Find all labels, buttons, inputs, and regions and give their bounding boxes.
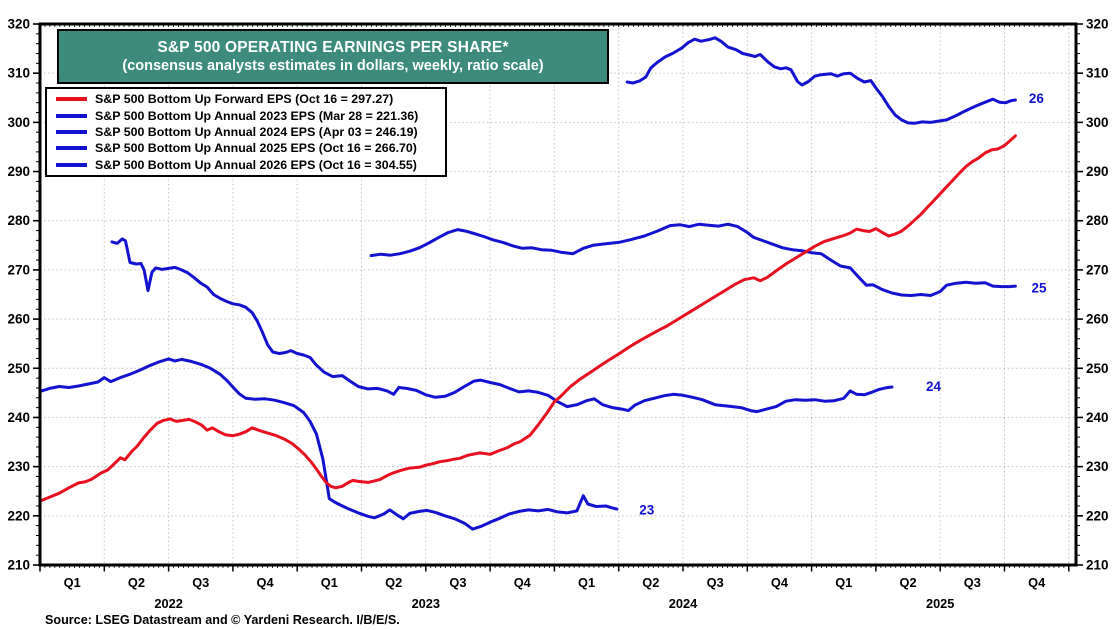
y-axis-label-right: 240 [1086, 410, 1109, 425]
x-axis-quarter-label: Q4 [1028, 575, 1046, 590]
x-axis-quarter-label: Q1 [64, 575, 81, 590]
y-axis-label-right: 230 [1086, 459, 1109, 474]
series-line-25 [369, 222, 1017, 297]
series-line-24 [110, 237, 894, 414]
legend-item-label: S&P 500 Bottom Up Annual 2024 EPS (Apr 0… [95, 125, 418, 139]
series-line-forward [38, 134, 1017, 503]
series-line-23 [38, 357, 619, 531]
legend-item: S&P 500 Bottom Up Annual 2026 EPS (Oct 1… [56, 157, 445, 173]
plot-frame [38, 22, 1078, 567]
y-axis-label-right: 260 [1086, 312, 1109, 327]
x-axis-quarter-label: Q4 [771, 575, 789, 590]
series-line-26 [625, 36, 1017, 125]
x-axis-quarter-label: Q1 [578, 575, 595, 590]
legend-item: S&P 500 Bottom Up Annual 2024 EPS (Apr 0… [56, 124, 445, 140]
x-axis-quarter-label: Q2 [900, 575, 917, 590]
x-axis-quarter-label: Q1 [835, 575, 852, 590]
y-axis-label-right: 320 [1086, 17, 1109, 32]
x-axis-quarter-label: Q1 [321, 575, 338, 590]
legend-item-label: S&P 500 Bottom Up Annual 2026 EPS (Oct 1… [95, 157, 417, 172]
y-axis-label-left: 270 [7, 262, 30, 277]
y-axis-label-left: 250 [7, 361, 30, 376]
x-axis-quarter-label: Q2 [128, 575, 145, 590]
legend-line-swatch [56, 113, 87, 118]
x-axis-quarter-label: Q3 [192, 575, 209, 590]
legend-line-swatch [56, 97, 87, 102]
y-axis-label-right: 300 [1086, 115, 1109, 130]
legend: S&P 500 Bottom Up Forward EPS (Oct 16 = … [45, 87, 447, 177]
legend-line-swatch [56, 130, 87, 134]
y-axis-label-right: 210 [1086, 558, 1109, 573]
x-axis-year-label: 2025 [926, 596, 954, 611]
y-axis-label-right: 270 [1086, 262, 1109, 277]
x-axis-quarter-label: Q3 [707, 575, 724, 590]
chart-title: S&P 500 OPERATING EARNINGS PER SHARE* [157, 39, 509, 56]
x-axis-year-label: 2023 [412, 596, 440, 611]
line-end-label-25: 25 [1032, 281, 1048, 296]
x-axis-year-label: 2024 [669, 596, 698, 611]
legend-item: S&P 500 Bottom Up Annual 2025 EPS (Oct 1… [56, 140, 445, 156]
x-axis-quarter-label: Q2 [385, 575, 402, 590]
y-axis-label-left: 290 [7, 164, 30, 179]
x-axis-quarter-label: Q4 [514, 575, 532, 590]
line-end-label-26: 26 [1029, 91, 1045, 106]
legend-item-label: S&P 500 Bottom Up Annual 2023 EPS (Mar 2… [95, 108, 419, 123]
y-axis-label-left: 300 [7, 115, 30, 130]
y-axis-label-left: 220 [7, 508, 30, 523]
y-axis-label-right: 280 [1086, 213, 1109, 228]
x-axis-quarter-label: Q4 [257, 575, 275, 590]
chart-title-box: S&P 500 OPERATING EARNINGS PER SHARE* (c… [57, 29, 609, 84]
line-end-label-23: 23 [639, 502, 655, 517]
y-axis-label-right: 310 [1086, 66, 1109, 81]
legend-item: S&P 500 Bottom Up Annual 2023 EPS (Mar 2… [56, 107, 445, 123]
y-axis-label-right: 290 [1086, 164, 1109, 179]
y-axis-label-left: 240 [7, 410, 30, 425]
legend-line-swatch [56, 146, 87, 151]
legend-item-label: S&P 500 Bottom Up Annual 2025 EPS (Oct 1… [95, 141, 417, 156]
chart-subtitle: (consensus analysts estimates in dollars… [122, 58, 544, 74]
y-axis-label-right: 220 [1086, 508, 1109, 523]
legend-line-swatch [56, 162, 87, 167]
source-attribution: Source: LSEG Datastream and © Yardeni Re… [45, 613, 400, 627]
legend-item-label: S&P 500 Bottom Up Forward EPS (Oct 16 = … [95, 92, 394, 107]
y-axis-label-left: 210 [7, 558, 30, 573]
line-end-label-24: 24 [926, 379, 942, 394]
y-axis-label-left: 310 [7, 66, 30, 81]
legend-item: S&P 500 Bottom Up Forward EPS (Oct 16 = … [56, 91, 445, 107]
y-axis-label-left: 260 [7, 312, 30, 327]
y-axis-label-right: 250 [1086, 361, 1109, 376]
x-axis-quarter-label: Q2 [642, 575, 659, 590]
y-axis-label-left: 280 [7, 213, 30, 228]
x-axis-quarter-label: Q3 [449, 575, 466, 590]
x-axis-quarter-label: Q3 [964, 575, 981, 590]
y-axis-label-left: 230 [7, 459, 30, 474]
x-axis-year-label: 2022 [154, 596, 182, 611]
y-axis-label-left: 320 [7, 17, 30, 32]
